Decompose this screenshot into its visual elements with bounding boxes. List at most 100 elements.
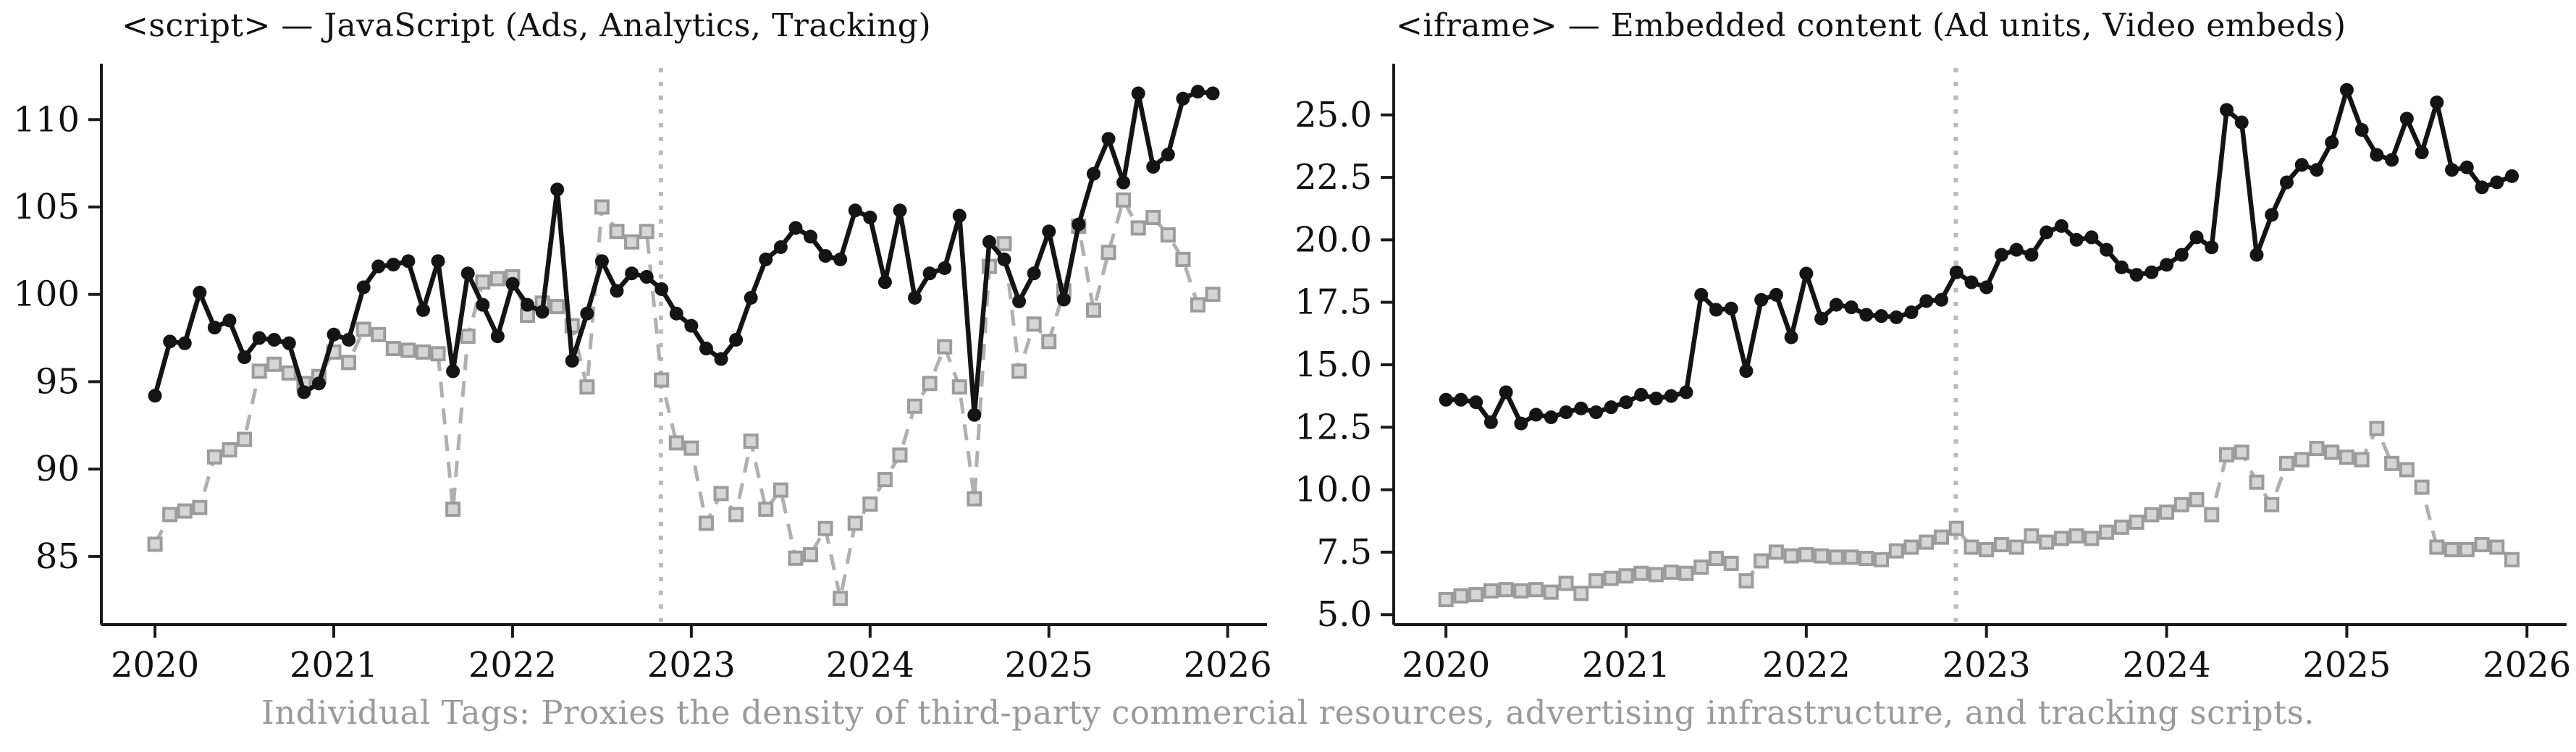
dashed-series-marker: [2189, 491, 2205, 507]
dashed-series-marker: [654, 372, 670, 388]
dashed-series-marker: [266, 356, 282, 372]
dashed-series-marker: [2099, 524, 2115, 540]
solid-series-marker: [2114, 260, 2129, 274]
solid-black-line: [152, 89, 1213, 418]
y-tick-label: 110: [13, 99, 80, 140]
dashed-series-marker: [147, 536, 163, 552]
solid-series-marker: [1072, 217, 1086, 232]
x-tick-label: 2021: [1582, 645, 1670, 685]
dashed-series-marker: [1558, 575, 1574, 591]
solid-series-marker: [1649, 392, 1663, 406]
dashed-series-marker: [817, 520, 833, 536]
dashed-series-marker: [445, 502, 461, 517]
x-tick-label: 2024: [826, 645, 914, 685]
dashed-series-marker: [1933, 529, 1949, 545]
dashed-series-marker: [1483, 583, 1499, 599]
dashed-series-marker: [1175, 251, 1191, 267]
solid-series-marker: [1499, 385, 1513, 400]
dashed-series-marker: [385, 341, 401, 357]
solid-series-marker: [1844, 300, 1859, 315]
solid-series-marker: [207, 321, 222, 335]
solid-series-marker: [535, 305, 550, 319]
solid-series-marker: [2174, 248, 2189, 262]
dashed-series-marker: [833, 591, 849, 607]
dashed-series-marker: [802, 546, 818, 562]
dashed-series-marker: [1588, 573, 1604, 589]
solid-series-marker: [342, 332, 356, 347]
solid-series-marker: [877, 275, 892, 290]
solid-series-marker: [1146, 159, 1161, 174]
dashed-series-marker: [1085, 302, 1101, 318]
solid-series-marker: [1027, 266, 1041, 281]
y-tick-label: 25.0: [1295, 95, 1372, 135]
solid-series-marker: [848, 203, 862, 218]
dashed-series-marker: [1438, 591, 1454, 607]
solid-series-marker: [386, 258, 400, 272]
figure-caption: Individual Tags: Proxies the density of …: [261, 693, 2315, 732]
solid-series-marker: [893, 203, 907, 218]
x-tick-label: 2022: [1762, 645, 1851, 685]
solid-series-marker: [1769, 287, 1783, 302]
dashed-series-marker: [698, 515, 714, 531]
dashed-series-marker: [594, 199, 610, 215]
solid-series-marker: [2054, 219, 2068, 233]
dashed-series-marker: [460, 329, 476, 345]
solid-series-marker: [2234, 115, 2249, 130]
solid-series-marker: [1829, 297, 1843, 312]
dashed-series-marker: [237, 431, 253, 447]
solid-series-marker: [2505, 169, 2520, 183]
dashed-series-marker: [728, 507, 744, 523]
solid-series-marker: [2069, 232, 2084, 247]
solid-series-marker: [610, 284, 624, 298]
solid-series-marker: [505, 276, 520, 291]
solid-series-marker: [416, 303, 430, 317]
solid-series-marker: [1664, 389, 1678, 403]
solid-series-marker: [654, 282, 669, 296]
dashed-series-marker: [2053, 531, 2069, 546]
solid-series-marker: [2325, 135, 2339, 150]
solid-series-marker: [148, 389, 162, 403]
solid-series-marker: [163, 334, 177, 349]
solid-series-marker: [1483, 415, 1498, 429]
solid-series-marker: [1679, 385, 1693, 400]
solid-series-marker: [1469, 395, 1483, 410]
dashed-series-marker: [222, 442, 237, 458]
solid-series-marker: [1979, 280, 1994, 295]
solid-series-marker: [1589, 405, 1604, 420]
solid-series-marker: [2144, 265, 2159, 279]
dashed-series-marker: [2249, 474, 2265, 490]
dashed-series-marker: [1798, 546, 1814, 562]
dashed-series-marker: [1543, 584, 1559, 600]
x-tick-label: 2021: [290, 645, 378, 685]
solid-series-marker: [818, 249, 833, 263]
dashed-series-marker: [1603, 570, 1619, 586]
dashed-series-marker: [1145, 209, 1161, 225]
dashed-series-marker: [2459, 541, 2475, 557]
dashed-series-marker: [967, 491, 982, 507]
solid-series-marker: [1859, 308, 1874, 322]
dashed-series-marker: [1768, 544, 1784, 560]
dashed-series-marker: [1993, 537, 2009, 553]
solid-series-marker: [699, 342, 713, 356]
dashed-series-marker: [415, 344, 431, 360]
solid-series-marker: [356, 280, 371, 295]
solid-series-marker: [2490, 175, 2504, 190]
dashed-series-marker: [1663, 565, 1679, 580]
dashed-series-marker: [877, 472, 893, 488]
dashed-series-marker: [1513, 583, 1529, 599]
solid-series-marker: [2445, 163, 2459, 177]
solid-series-marker: [252, 331, 266, 345]
dashed-series-marker: [1754, 553, 1769, 569]
solid-series-marker: [550, 182, 565, 197]
solid-series-marker: [2129, 268, 2144, 282]
dashed-series-marker: [951, 379, 967, 395]
dashed-series-marker: [609, 224, 625, 240]
dashed-series-marker: [2129, 514, 2144, 530]
solid-series-marker: [2339, 83, 2354, 97]
solid-series-marker: [1934, 292, 1948, 307]
dashed-series-marker: [2489, 539, 2505, 555]
solid-series-marker: [580, 306, 594, 321]
x-tick-label: 2020: [111, 645, 199, 685]
dashed-series-marker: [2264, 497, 2280, 512]
